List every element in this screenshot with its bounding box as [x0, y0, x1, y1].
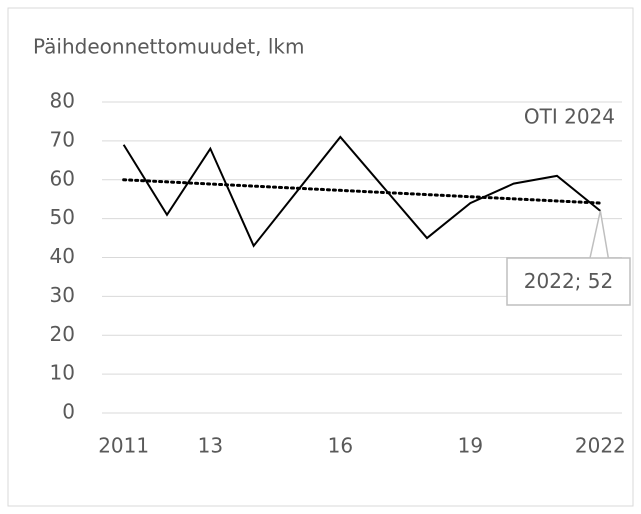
annotation: OTI 2024	[524, 105, 615, 129]
y-tick-label: 80	[50, 89, 75, 113]
x-tick-label: 19	[458, 434, 483, 458]
label-box	[506, 257, 631, 306]
chart-title: Päihdeonnettomuudet, lkm	[33, 35, 304, 59]
y-tick-label: 70	[50, 127, 75, 151]
x-tick-label: 13	[198, 434, 223, 458]
y-tick-label: 40	[50, 244, 75, 268]
y-tick-label: 50	[50, 205, 75, 229]
x-tick-label: 2022	[575, 434, 626, 458]
y-tick-label: 10	[50, 361, 75, 385]
label-leader	[589, 210, 610, 259]
y-tick-label: 60	[50, 166, 75, 190]
y-tick-label: 30	[50, 283, 75, 307]
y-tick-label: 0	[62, 400, 75, 424]
x-tick-label: 16	[328, 434, 353, 458]
data-line	[122, 135, 601, 248]
y-tick-label: 20	[50, 322, 75, 346]
trendline	[122, 178, 602, 205]
x-tick-label: 2011	[98, 434, 149, 458]
data-label: 2022; 52	[524, 269, 613, 293]
